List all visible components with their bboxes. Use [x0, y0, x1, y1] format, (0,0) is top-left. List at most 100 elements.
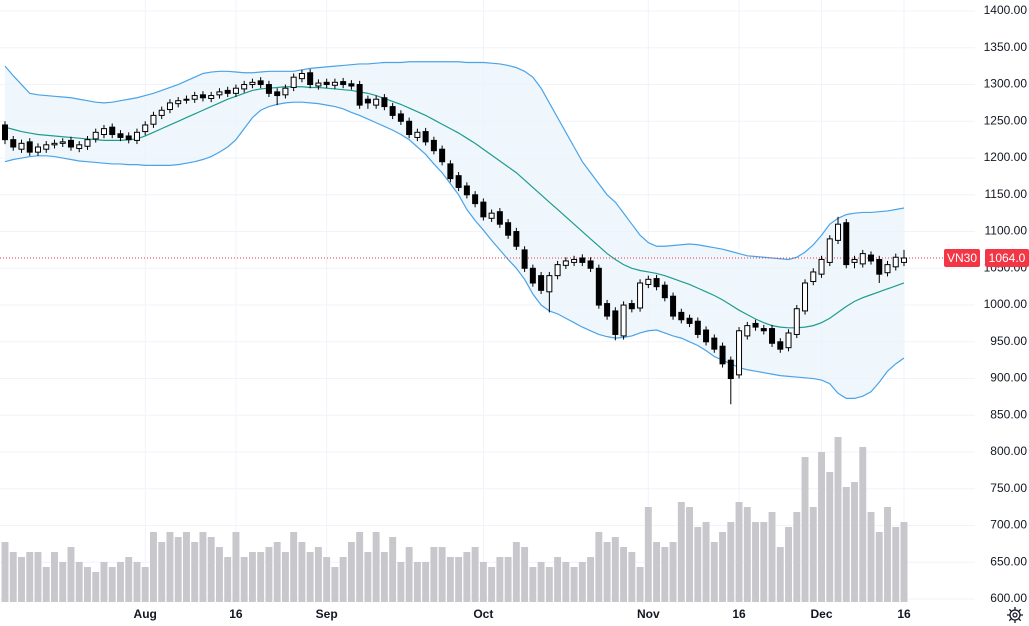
candle-body	[670, 295, 677, 317]
volume-bar	[100, 562, 108, 602]
candle-body	[232, 87, 239, 94]
y-tick-label: 900.00	[990, 371, 1027, 385]
volume-bar	[702, 522, 710, 602]
volume-bar	[463, 552, 471, 602]
candle-body	[868, 254, 875, 262]
volume-bar	[776, 547, 784, 602]
volume-bar	[653, 542, 661, 602]
candle-body	[364, 98, 371, 104]
volume-bar	[554, 557, 562, 602]
volume-bar	[59, 562, 67, 602]
gear-teeth[interactable]	[1007, 607, 1023, 623]
volume-bar	[834, 437, 842, 602]
volume-bar	[562, 562, 570, 602]
volume-bar	[331, 567, 339, 602]
volume-bar	[298, 542, 306, 602]
volume-bar	[18, 557, 25, 602]
volume-bar	[42, 567, 50, 602]
candle-body	[100, 128, 107, 136]
candle-body	[150, 114, 157, 125]
candle-body	[604, 303, 611, 317]
volume-bar	[760, 522, 768, 602]
candle-body	[835, 223, 842, 241]
volume-bar	[743, 507, 751, 602]
volume-bar	[875, 532, 883, 602]
candle-body	[274, 91, 281, 97]
candle-body	[884, 264, 891, 274]
candle-body	[793, 308, 800, 335]
volume-bar	[620, 547, 628, 602]
candle-body	[579, 257, 586, 263]
volume-bar	[818, 452, 825, 602]
volume-bar	[677, 502, 685, 602]
volume-bar	[9, 552, 17, 602]
x-tick-label: Sep	[316, 607, 338, 621]
volume-bar	[430, 547, 438, 602]
candle-body	[686, 317, 693, 324]
candle-body	[323, 81, 330, 86]
y-tick-label: 1400.00	[984, 3, 1028, 17]
y-tick-label: 1300.00	[984, 77, 1028, 91]
volume-bar	[356, 532, 364, 602]
volume-bar	[892, 527, 900, 602]
symbol-label: VN30	[947, 251, 977, 265]
candle-body	[265, 84, 272, 94]
volume-bar	[92, 572, 100, 602]
volume-bar	[248, 552, 256, 602]
candle-body	[810, 271, 817, 283]
volume-bar	[397, 562, 405, 602]
volume-bar	[224, 557, 232, 602]
volume-bar	[265, 547, 273, 602]
candle-body	[645, 278, 652, 285]
volume-bar	[512, 542, 520, 602]
y-tick-label: 800.00	[990, 444, 1027, 458]
volume-bar	[174, 537, 182, 602]
candle-body	[843, 222, 850, 266]
volume-bar	[867, 512, 875, 602]
volume-bar	[232, 532, 240, 602]
candle-body	[117, 133, 124, 138]
candle-body	[133, 131, 140, 141]
candle-body	[694, 320, 701, 335]
volume-bar	[75, 562, 83, 602]
gear-hub[interactable]	[1012, 612, 1018, 618]
y-tick-label: 1100.00	[985, 224, 1028, 238]
volume-bar	[240, 557, 248, 602]
candle-body	[826, 238, 833, 263]
price-label: 1064.0	[989, 251, 1026, 265]
x-tick-label: 16	[732, 607, 746, 621]
candle-body	[422, 131, 429, 143]
candle-body	[249, 81, 256, 86]
volume-bar	[785, 527, 792, 602]
candle-body	[571, 258, 578, 263]
candle-body	[653, 278, 660, 288]
candle-body	[505, 222, 512, 236]
candle-body	[678, 311, 685, 321]
candle-body	[851, 258, 858, 263]
candle-body	[257, 80, 264, 86]
candle-body	[562, 260, 569, 266]
candle-body	[43, 144, 50, 150]
candle-body	[183, 98, 190, 101]
candle-body	[554, 264, 561, 277]
volume-bar	[884, 507, 891, 602]
volume-bar	[364, 552, 372, 602]
volume-bar	[587, 557, 595, 602]
volume-bar	[191, 542, 199, 602]
volume-bar	[545, 567, 553, 602]
settings-icon[interactable]	[1007, 607, 1023, 623]
volume-bar	[281, 552, 289, 602]
candle-body	[752, 322, 759, 328]
x-tick-label: 16	[897, 607, 911, 621]
volume-bar	[669, 542, 677, 602]
band-lower	[4, 101, 905, 399]
volume-bar	[273, 542, 281, 602]
y-tick-label: 600.00	[990, 591, 1027, 605]
candle-body	[769, 328, 776, 344]
volume-bar	[108, 567, 116, 602]
candle-body	[348, 83, 355, 87]
volume-bar	[735, 502, 743, 602]
volume-bar	[900, 522, 908, 602]
candle-body	[521, 249, 528, 269]
